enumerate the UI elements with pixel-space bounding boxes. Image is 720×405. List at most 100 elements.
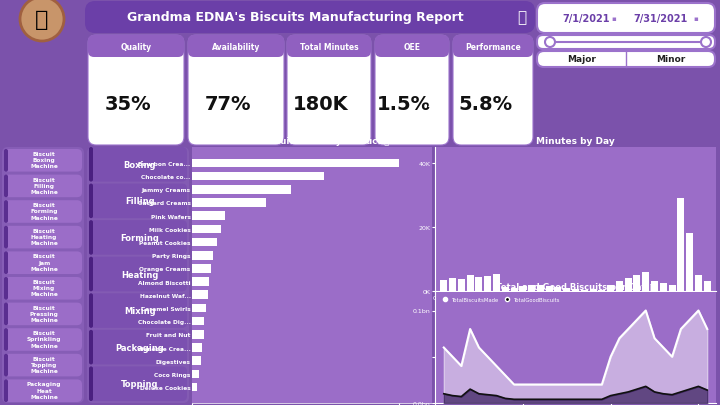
Bar xyxy=(192,277,209,286)
FancyBboxPatch shape xyxy=(89,221,187,255)
Text: Quality: Quality xyxy=(120,43,152,51)
FancyBboxPatch shape xyxy=(88,36,184,146)
Text: Biscuit
Jam
Machine: Biscuit Jam Machine xyxy=(30,254,58,271)
Bar xyxy=(192,291,208,299)
Title: Minutes by Day: Minutes by Day xyxy=(536,136,615,145)
FancyBboxPatch shape xyxy=(89,257,93,292)
Bar xyxy=(449,278,456,291)
Bar xyxy=(192,343,202,352)
FancyBboxPatch shape xyxy=(4,277,82,300)
FancyBboxPatch shape xyxy=(4,277,8,300)
Text: Total Minutes: Total Minutes xyxy=(300,43,359,51)
Bar xyxy=(192,185,292,194)
Bar xyxy=(572,289,579,291)
Text: Mixing: Mixing xyxy=(124,306,156,315)
FancyBboxPatch shape xyxy=(89,367,187,401)
Text: ▪: ▪ xyxy=(611,16,616,22)
FancyBboxPatch shape xyxy=(89,257,187,292)
Bar xyxy=(192,225,221,234)
FancyBboxPatch shape xyxy=(89,330,187,364)
Text: Biscuit
Boxing
Machine: Biscuit Boxing Machine xyxy=(30,152,58,169)
Text: OEE: OEE xyxy=(403,43,420,51)
Bar xyxy=(598,290,606,291)
FancyBboxPatch shape xyxy=(89,294,187,328)
FancyBboxPatch shape xyxy=(89,148,187,182)
Text: Biscuit
Topping
Machine: Biscuit Topping Machine xyxy=(30,356,58,373)
Bar xyxy=(634,275,641,291)
Text: Biscuit
Mixing
Machine: Biscuit Mixing Machine xyxy=(30,279,58,297)
Bar xyxy=(502,288,509,291)
FancyBboxPatch shape xyxy=(4,252,8,274)
Text: Grandma EDNA's Biscuits Manufacturing Report: Grandma EDNA's Biscuits Manufacturing Re… xyxy=(127,11,463,24)
Bar xyxy=(192,159,399,168)
Bar xyxy=(607,285,614,291)
Text: Minor: Minor xyxy=(657,55,685,64)
Text: 5.8%: 5.8% xyxy=(458,95,512,114)
FancyBboxPatch shape xyxy=(4,201,8,223)
FancyBboxPatch shape xyxy=(4,303,8,325)
FancyBboxPatch shape xyxy=(89,148,93,182)
Bar xyxy=(493,275,500,291)
Bar xyxy=(660,284,667,291)
FancyBboxPatch shape xyxy=(4,226,8,249)
Bar xyxy=(590,290,597,291)
Bar xyxy=(192,264,211,273)
Text: Biscuit
Forming
Machine: Biscuit Forming Machine xyxy=(30,203,58,220)
Bar xyxy=(554,288,562,291)
FancyBboxPatch shape xyxy=(4,303,82,325)
Text: 77%: 77% xyxy=(204,95,251,114)
Bar xyxy=(546,286,553,291)
Text: 📋: 📋 xyxy=(351,99,359,112)
Bar xyxy=(467,275,474,291)
Circle shape xyxy=(545,38,555,48)
FancyBboxPatch shape xyxy=(4,354,8,377)
FancyBboxPatch shape xyxy=(4,201,82,223)
Bar xyxy=(192,370,199,378)
FancyBboxPatch shape xyxy=(453,36,533,58)
FancyBboxPatch shape xyxy=(4,379,8,402)
Text: Biscuit
Pressing
Machine: Biscuit Pressing Machine xyxy=(30,305,58,322)
Text: Packaging: Packaging xyxy=(116,343,164,352)
Title: Total Biscuits Made by Product 🍪: Total Biscuits Made by Product 🍪 xyxy=(235,136,389,145)
FancyBboxPatch shape xyxy=(2,148,84,403)
Bar xyxy=(192,238,217,247)
FancyBboxPatch shape xyxy=(89,367,93,401)
Bar xyxy=(192,304,207,313)
Bar xyxy=(581,290,588,291)
FancyBboxPatch shape xyxy=(4,379,82,402)
FancyBboxPatch shape xyxy=(4,175,82,198)
FancyBboxPatch shape xyxy=(89,184,93,219)
Bar xyxy=(458,279,465,291)
Bar xyxy=(519,286,526,291)
Bar xyxy=(695,275,702,291)
Bar xyxy=(192,199,266,207)
Text: Performance: Performance xyxy=(465,43,521,51)
FancyBboxPatch shape xyxy=(192,148,432,403)
FancyBboxPatch shape xyxy=(89,184,187,219)
Text: ⚙️: ⚙️ xyxy=(428,99,438,112)
FancyBboxPatch shape xyxy=(287,36,371,146)
FancyBboxPatch shape xyxy=(188,36,284,146)
Text: Biscuit
Filling
Machine: Biscuit Filling Machine xyxy=(30,177,58,195)
Bar xyxy=(686,234,693,291)
Bar xyxy=(192,173,325,181)
FancyBboxPatch shape xyxy=(87,148,189,403)
Bar xyxy=(678,199,685,291)
FancyBboxPatch shape xyxy=(4,149,82,172)
Text: 👤: 👤 xyxy=(35,10,49,30)
FancyBboxPatch shape xyxy=(537,52,715,68)
Text: 35%: 35% xyxy=(104,95,151,114)
Text: ▪: ▪ xyxy=(693,16,698,22)
Text: Filling: Filling xyxy=(125,197,155,206)
Bar xyxy=(625,279,631,291)
FancyBboxPatch shape xyxy=(4,252,82,274)
Text: Availability: Availability xyxy=(212,43,260,51)
Bar xyxy=(484,276,491,291)
Bar xyxy=(192,317,204,326)
FancyBboxPatch shape xyxy=(4,226,82,249)
Bar xyxy=(528,286,535,291)
Text: 7/31/2021: 7/31/2021 xyxy=(633,14,687,24)
FancyBboxPatch shape xyxy=(375,36,449,58)
Bar xyxy=(537,285,544,291)
Text: Packaging
Heat
Machine: Packaging Heat Machine xyxy=(27,382,61,399)
